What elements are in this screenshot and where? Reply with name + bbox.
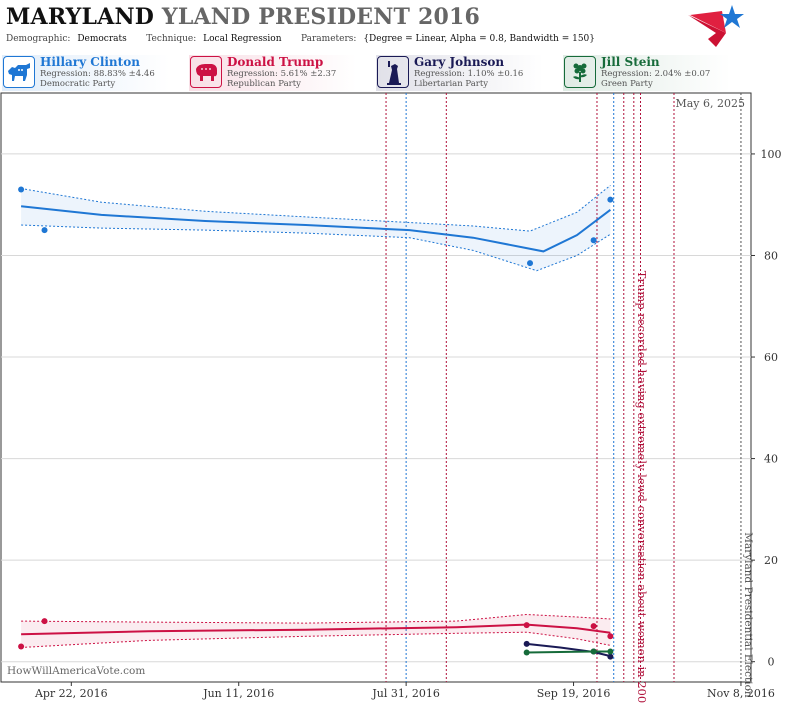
data-point xyxy=(590,237,597,244)
upper-bound-line xyxy=(21,613,611,624)
y-tick-label: 40 xyxy=(764,453,778,466)
candidate-name: Jill Stein xyxy=(601,55,660,69)
x-tick-label: Jun 11, 2016 xyxy=(202,687,274,700)
title-state: MARYLAND xyxy=(6,4,155,30)
candidate-name: Hillary Clinton xyxy=(40,55,140,69)
chart-header: MARYLAND YLAND PRESIDENT 2016 Demographi… xyxy=(0,0,789,92)
trend-line xyxy=(526,650,611,654)
y-tick-label: 100 xyxy=(761,148,782,161)
candidate-card-johnson[interactable]: Gary Johnson Regression: 1.10% ±0.16 Lib… xyxy=(376,55,562,91)
data-point xyxy=(41,618,48,625)
candidate-card-trump[interactable]: Donald Trump Regression: 5.61% ±2.37 Rep… xyxy=(189,55,375,91)
data-point xyxy=(18,643,25,650)
data-point xyxy=(607,633,614,640)
elephant-icon xyxy=(190,56,222,88)
param-parameters: Parameters: {Degree = Linear, Alpha = 0.… xyxy=(300,34,595,44)
y-tick-label: 0 xyxy=(768,656,775,669)
candidate-party: Republican Party xyxy=(227,79,301,89)
y-tick-label: 20 xyxy=(764,554,778,567)
data-point xyxy=(590,648,597,655)
parameters-line: Demographic: Democrats Technique: Local … xyxy=(6,34,603,44)
series-jill-stein xyxy=(523,648,614,656)
confidence-band xyxy=(21,185,611,271)
candidate-regression: Regression: 1.10% ±0.16 xyxy=(414,69,524,79)
title-rest: YLAND PRESIDENT 2016 xyxy=(161,4,481,30)
data-point xyxy=(607,196,614,203)
candidate-name: Gary Johnson xyxy=(414,55,505,69)
confidence-band xyxy=(21,614,611,648)
data-point xyxy=(590,623,597,630)
data-point xyxy=(607,648,614,655)
y-tick-label: 60 xyxy=(764,351,778,364)
series-hillary-clinton xyxy=(18,185,614,272)
x-tick-label: Nov 8, 2016 xyxy=(707,687,775,700)
series-donald-trump xyxy=(18,613,614,650)
x-tick-label: Jul 31, 2016 xyxy=(371,687,440,700)
data-point xyxy=(41,227,48,234)
x-tick-label: Sep 19, 2016 xyxy=(537,687,611,700)
candidate-party: Democratic Party xyxy=(40,79,116,89)
upper-bound-line xyxy=(21,185,611,232)
candidate-regression: Regression: 88.83% ±4.46 xyxy=(40,69,155,79)
candidate-name: Donald Trump xyxy=(227,55,324,69)
event-label: Trump recorded having extremely lewd con… xyxy=(635,271,649,704)
poll-chart: 0 20 40 60 80 100 Apr 22, 2016 Jun 11, 2016 Jul … xyxy=(0,92,782,704)
x-tick-label: Apr 22, 2016 xyxy=(34,687,108,700)
flower-icon xyxy=(564,56,596,88)
liberty-statue-icon xyxy=(377,56,409,88)
candidate-regression: Regression: 2.04% ±0.07 xyxy=(601,69,711,79)
param-demographic: Demographic: Democrats xyxy=(6,34,127,44)
data-point xyxy=(523,649,530,656)
candidate-card-stein[interactable]: Jill Stein Regression: 2.04% ±0.07 Green… xyxy=(563,55,749,91)
lower-bound-line xyxy=(21,224,611,272)
watermark: HowWillAmericaVote.com xyxy=(7,665,145,677)
site-logo xyxy=(688,5,744,47)
data-point xyxy=(527,260,534,267)
candidate-card-clinton[interactable]: Hillary Clinton Regression: 88.83% ±4.46… xyxy=(2,55,188,91)
data-point xyxy=(607,653,614,660)
candidate-party: Green Party xyxy=(601,79,653,89)
donkey-icon xyxy=(3,56,35,88)
data-point xyxy=(523,622,530,629)
data-point xyxy=(18,186,25,193)
param-technique: Technique: Local Regression xyxy=(146,34,282,44)
chart-title: MARYLAND YLAND PRESIDENT 2016 xyxy=(6,4,480,30)
event-label: Maryland Presidential Election xyxy=(742,532,754,698)
y-tick-label: 80 xyxy=(764,249,778,262)
candidate-regression: Regression: 5.61% ±2.37 xyxy=(227,69,337,79)
lower-bound-line xyxy=(21,631,611,648)
date-label: May 6, 2025 xyxy=(675,97,745,110)
trend-line xyxy=(21,623,611,636)
plot-frame xyxy=(0,92,752,683)
candidate-party: Libertarian Party xyxy=(414,79,489,89)
trend-line xyxy=(20,205,612,253)
trend-line xyxy=(526,642,611,658)
data-point xyxy=(523,640,530,647)
